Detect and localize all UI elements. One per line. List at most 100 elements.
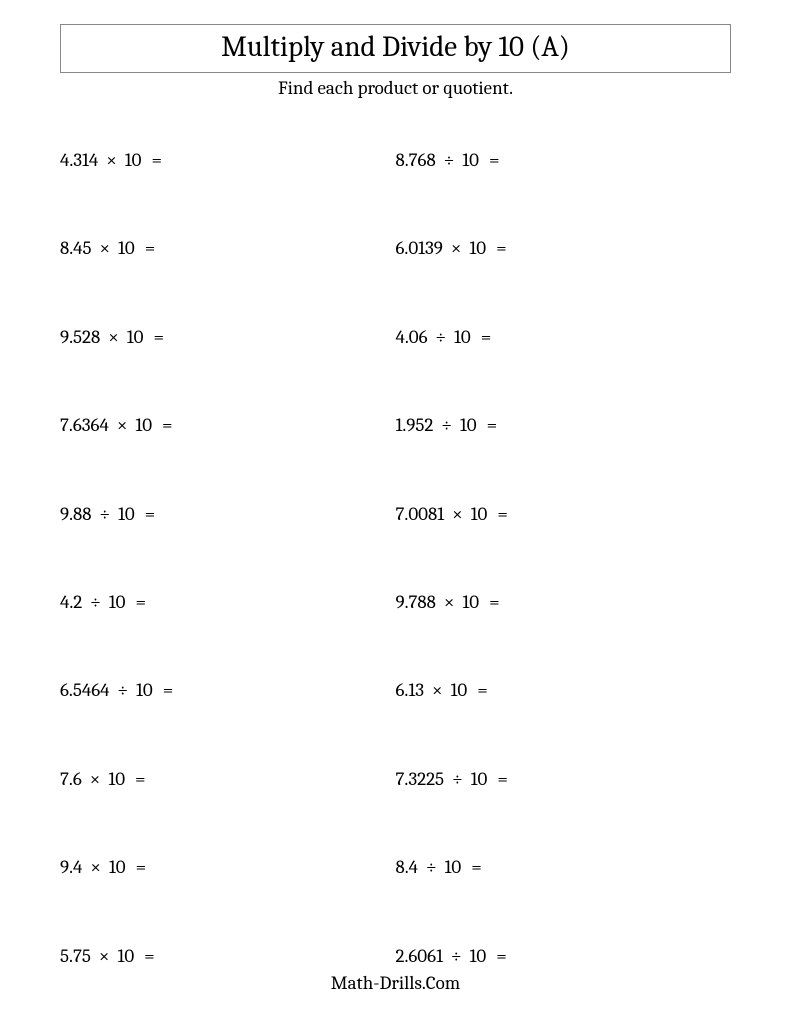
page-footer: Math-Drills.Com xyxy=(60,972,731,1004)
operand2: 10 xyxy=(118,237,135,259)
operand1: 6.5464 xyxy=(60,679,110,701)
operand2: 10 xyxy=(469,945,486,967)
page-title: Multiply and Divide by 10 (A) xyxy=(61,31,730,64)
operand1: 8.45 xyxy=(60,237,92,259)
equals: = xyxy=(489,149,500,171)
operand2: 10 xyxy=(125,149,142,171)
operand1: 8.4 xyxy=(396,856,418,878)
operator: ÷ xyxy=(451,945,462,967)
operand2: 10 xyxy=(454,326,471,348)
equals: = xyxy=(135,591,146,613)
equals: = xyxy=(471,856,482,878)
equals: = xyxy=(497,503,508,525)
problem-item: 6.13 × 10 = xyxy=(396,679,732,706)
problem-item: 7.6 × 10 = xyxy=(60,768,396,795)
problem-item: 9.88÷10= xyxy=(60,503,396,530)
operand2: 10 xyxy=(109,856,126,878)
operand2: 10 xyxy=(462,591,479,613)
operand2: 10 xyxy=(109,591,126,613)
operand2: 10 xyxy=(118,503,135,525)
operand1: 4.314 xyxy=(60,149,98,171)
operator: × xyxy=(100,237,111,259)
problem-item: 7.0081 × 10 = xyxy=(396,503,732,530)
operand1: 6.0139 xyxy=(396,237,443,259)
operand1: 4.2 xyxy=(60,591,82,613)
problem-item: 4.2 ÷ 10 = xyxy=(60,591,396,618)
equals: = xyxy=(487,414,498,436)
operator: × xyxy=(451,237,462,259)
operator: × xyxy=(90,768,101,790)
problem-item: 9.788 × 10 = xyxy=(396,591,732,618)
operator: ÷ xyxy=(90,591,101,613)
operand2: 10 xyxy=(108,768,125,790)
operand2: 10 xyxy=(136,679,153,701)
operand2: 10 xyxy=(471,503,488,525)
operand1: 6.13 xyxy=(396,679,424,701)
problem-item: 7.3225 ÷ 10 = xyxy=(396,768,732,795)
operand1: 8.768 xyxy=(396,149,436,171)
problem-item: 6.5464 ÷ 10 = xyxy=(60,679,396,706)
operand2: 10 xyxy=(117,945,134,967)
operator: × xyxy=(444,591,455,613)
operand1: 9.4 xyxy=(60,856,82,878)
equals: = xyxy=(497,768,508,790)
page-subtitle: Find each product or quotient. xyxy=(60,77,731,99)
equals: = xyxy=(477,679,488,701)
operator: ÷ xyxy=(99,503,110,525)
problem-item: 1.952 ÷ 10 = xyxy=(396,414,732,441)
problem-item: 5.75 × 10 = xyxy=(60,945,396,972)
equals: = xyxy=(489,591,500,613)
operand2: 10 xyxy=(451,679,468,701)
equals: = xyxy=(151,149,162,171)
operand1: 2.6061 xyxy=(396,945,443,967)
problem-item: 4.314 × 10 = xyxy=(60,149,396,176)
operand1: 1.952 xyxy=(396,414,434,436)
operand1: 7.3225 xyxy=(396,768,445,790)
operator: ÷ xyxy=(441,414,452,436)
equals: = xyxy=(136,856,147,878)
operand2: 10 xyxy=(462,149,479,171)
operand2: 10 xyxy=(471,768,488,790)
operand1: 7.6364 xyxy=(60,414,109,436)
equals: = xyxy=(153,326,164,348)
problem-item: 8.768 ÷ 10 = xyxy=(396,149,732,176)
operand1: 5.75 xyxy=(60,945,91,967)
operator: × xyxy=(99,945,110,967)
operator: × xyxy=(106,149,117,171)
problem-item: 9.528×10= xyxy=(60,326,396,353)
operator: ÷ xyxy=(436,326,447,348)
equals: = xyxy=(145,503,156,525)
operator: ÷ xyxy=(118,679,129,701)
problem-item: 7.6364 × 10 = xyxy=(60,414,396,441)
equals: = xyxy=(163,679,174,701)
operand1: 9.788 xyxy=(396,591,436,613)
worksheet-page: Multiply and Divide by 10 (A) Find each … xyxy=(0,0,791,1024)
operator: × xyxy=(90,856,101,878)
operand2: 10 xyxy=(135,414,152,436)
equals: = xyxy=(481,326,492,348)
operator: ÷ xyxy=(444,149,455,171)
equals: = xyxy=(144,945,155,967)
problem-item: 2.6061 ÷ 10 = xyxy=(396,945,732,972)
equals: = xyxy=(496,945,507,967)
operand1: 4.06 xyxy=(396,326,428,348)
equals: = xyxy=(145,237,156,259)
problem-item: 6.0139×10= xyxy=(396,237,732,264)
operand2: 10 xyxy=(469,237,486,259)
operand2: 10 xyxy=(127,326,144,348)
operator: ÷ xyxy=(426,856,437,878)
equals: = xyxy=(135,768,146,790)
operator: ÷ xyxy=(452,768,463,790)
operator: × xyxy=(432,679,443,701)
operator: × xyxy=(452,503,463,525)
operand1: 7.6 xyxy=(60,768,82,790)
problems-grid: 4.314×10= 8.768÷10= 8.45×10= 6.0139×10= … xyxy=(60,149,731,972)
equals: = xyxy=(162,414,173,436)
problem-item: 8.4÷10= xyxy=(396,856,732,883)
title-box: Multiply and Divide by 10 (A) xyxy=(60,24,731,73)
operand1: 9.528 xyxy=(60,326,100,348)
operand2: 10 xyxy=(460,414,477,436)
problem-item: 8.45 × 10 = xyxy=(60,237,396,264)
operand1: 7.0081 xyxy=(396,503,445,525)
operator: × xyxy=(117,414,128,436)
